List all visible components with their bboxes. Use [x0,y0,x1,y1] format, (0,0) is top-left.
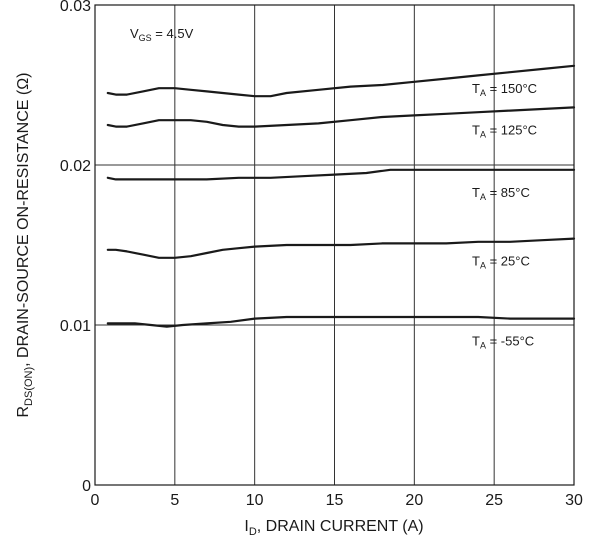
x-tick-label: 20 [405,492,423,509]
plot-frame [94,4,575,486]
series-label: TA = 125°C [472,122,537,139]
y-axis-title: RDS(ON), DRAIN-SOURCE ON-RESISTANCE (Ω) [15,72,35,417]
y-tick-label: 0.02 [60,158,91,175]
x-tick-label: 5 [170,492,179,509]
series-line [106,106,576,128]
y-tick-label: 0 [82,478,91,495]
series-label: TA = -55°C [472,334,534,351]
series-line [106,64,576,98]
x-tick-label: 0 [91,492,100,509]
x-tick-label: 25 [485,492,503,509]
y-tick-label: 0.01 [60,318,91,335]
x-axis-title: ID, DRAIN CURRENT (A) [244,518,423,538]
series-line [106,237,576,259]
vgs-annotation: VGS = 4.5V [130,26,194,43]
x-tick-label: 15 [326,492,344,509]
series-label: TA = 85°C [472,185,530,202]
y-tick-labels: 0 0.01 0.02 0.03 [60,0,91,495]
y-tick-label: 0.03 [60,0,91,15]
series-labels: TA = 150°C TA = 125°C TA = 85°C TA = 25°C TA… [472,81,537,351]
x-tick-label: 10 [246,492,264,509]
series-label: TA = 25°C [472,254,530,271]
series-layer [106,64,576,328]
x-tick-label: 30 [565,492,583,509]
series-line [106,168,576,181]
x-tick-labels: 0 5 10 15 20 25 30 [91,492,583,509]
series-label: TA = 150°C [472,81,537,98]
series-line [106,315,576,328]
